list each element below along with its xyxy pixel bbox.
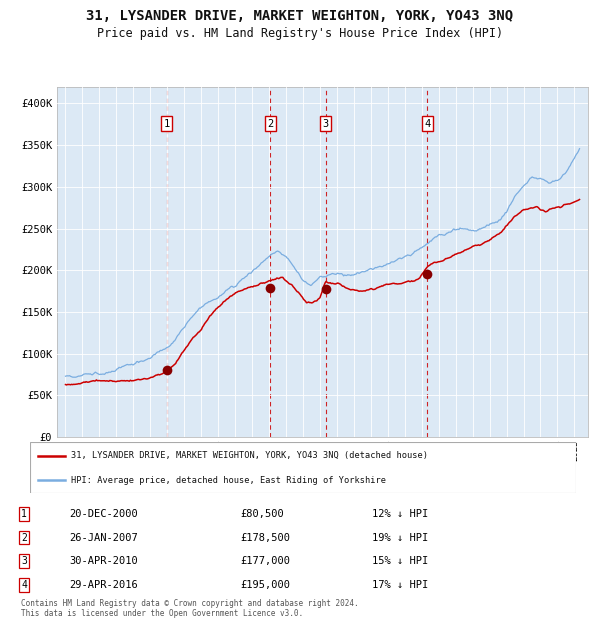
Text: £177,000: £177,000 [240, 556, 290, 566]
Text: 4: 4 [21, 580, 27, 590]
Text: 31, LYSANDER DRIVE, MARKET WEIGHTON, YORK, YO43 3NQ (detached house): 31, LYSANDER DRIVE, MARKET WEIGHTON, YOR… [71, 451, 428, 460]
Text: 2: 2 [267, 118, 274, 128]
Text: Price paid vs. HM Land Registry's House Price Index (HPI): Price paid vs. HM Land Registry's House … [97, 27, 503, 40]
Text: 26-JAN-2007: 26-JAN-2007 [69, 533, 138, 542]
Text: £80,500: £80,500 [240, 509, 284, 519]
Text: 17% ↓ HPI: 17% ↓ HPI [372, 580, 428, 590]
Text: 2: 2 [21, 533, 27, 542]
Text: 3: 3 [21, 556, 27, 566]
Text: 1: 1 [164, 118, 170, 128]
Text: 29-APR-2016: 29-APR-2016 [69, 580, 138, 590]
Text: 20-DEC-2000: 20-DEC-2000 [69, 509, 138, 519]
Text: 30-APR-2010: 30-APR-2010 [69, 556, 138, 566]
Text: 4: 4 [424, 118, 430, 128]
Text: HPI: Average price, detached house, East Riding of Yorkshire: HPI: Average price, detached house, East… [71, 476, 386, 485]
Text: 3: 3 [322, 118, 329, 128]
Text: 15% ↓ HPI: 15% ↓ HPI [372, 556, 428, 566]
Text: 1: 1 [21, 509, 27, 519]
Text: Contains HM Land Registry data © Crown copyright and database right 2024.
This d: Contains HM Land Registry data © Crown c… [21, 599, 359, 618]
Text: 19% ↓ HPI: 19% ↓ HPI [372, 533, 428, 542]
Text: £195,000: £195,000 [240, 580, 290, 590]
Text: £178,500: £178,500 [240, 533, 290, 542]
Text: 31, LYSANDER DRIVE, MARKET WEIGHTON, YORK, YO43 3NQ: 31, LYSANDER DRIVE, MARKET WEIGHTON, YOR… [86, 9, 514, 24]
Text: 12% ↓ HPI: 12% ↓ HPI [372, 509, 428, 519]
